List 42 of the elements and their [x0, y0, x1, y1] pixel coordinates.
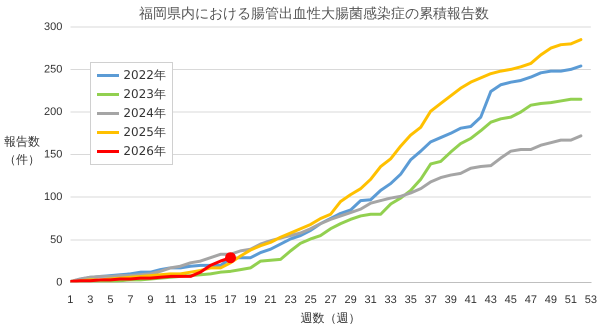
- legend-label: 2024年: [123, 104, 166, 122]
- x-tick-label: 13: [184, 294, 197, 306]
- y-tick-label: 0: [56, 276, 62, 288]
- x-tick-label: 9: [147, 294, 154, 306]
- x-tick-label: 45: [504, 294, 517, 306]
- x-tick-label: 19: [244, 294, 257, 306]
- x-tick-label: 5: [107, 294, 114, 306]
- legend-label: 2025年: [123, 124, 166, 141]
- x-tick-label: 25: [304, 294, 317, 306]
- x-tick-label: 49: [544, 294, 557, 306]
- legend-label: 2022年: [123, 66, 166, 84]
- x-tick-label: 21: [264, 294, 277, 306]
- x-axis-title: 週数（週）: [300, 311, 361, 326]
- x-tick-label: 11: [164, 294, 176, 306]
- x-tick-label: 29: [344, 294, 357, 306]
- y-tick-label: 50: [50, 234, 62, 246]
- y-tick-label: 150: [44, 148, 62, 161]
- x-tick-label: 23: [284, 294, 297, 306]
- x-tick-label: 35: [404, 294, 417, 306]
- x-tick-label: 15: [204, 294, 217, 306]
- x-tick-label: 1: [67, 294, 74, 306]
- x-tick-label: 3: [87, 294, 94, 306]
- x-tick-label: 47: [524, 294, 537, 306]
- legend-label: 2026年: [123, 142, 166, 160]
- y-axis-title: 報告数（件）: [4, 134, 40, 167]
- x-tick-label: 31: [364, 294, 377, 306]
- x-tick-label: 17: [224, 294, 237, 306]
- x-tick-label: 39: [444, 294, 457, 306]
- y-tick-label: 200: [44, 106, 62, 118]
- y-tick-label: 250: [44, 63, 62, 76]
- x-tick-label: 41: [464, 294, 477, 306]
- y-tick-label: 100: [44, 191, 62, 204]
- x-tick-label: 53: [584, 294, 598, 306]
- x-tick-label: 37: [424, 294, 437, 306]
- chart-title: 福岡県内における腸管出血性大腸菌感染症の累積報告数: [139, 6, 489, 22]
- x-tick-label: 33: [384, 294, 397, 306]
- y-tick-label: 300: [44, 20, 62, 33]
- x-tick-label: 51: [564, 294, 577, 306]
- x-tick-label: 27: [324, 294, 337, 306]
- legend-label: 2023年: [123, 86, 166, 103]
- x-tick-label: 43: [484, 294, 497, 306]
- x-tick-label: 7: [127, 294, 134, 306]
